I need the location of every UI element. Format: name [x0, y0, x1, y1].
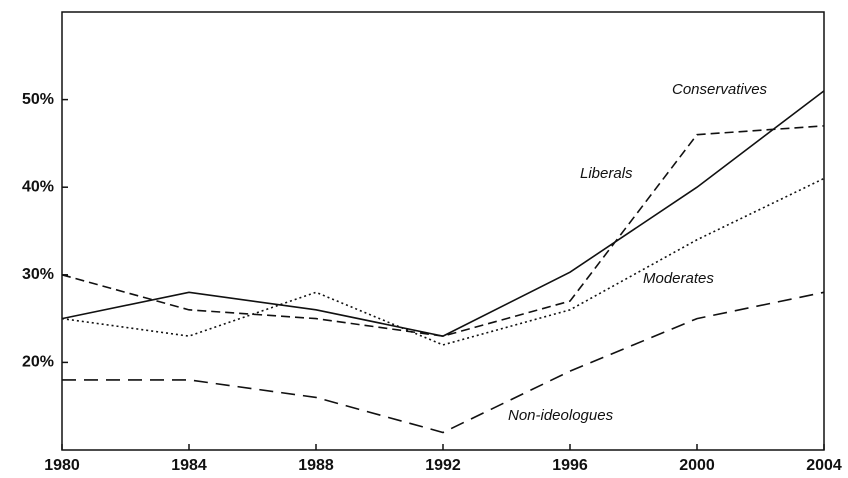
series-label: Moderates — [643, 270, 714, 287]
y-tick-label: 40% — [22, 178, 54, 195]
series-label: Conservatives — [672, 81, 768, 98]
x-tick-label: 1992 — [425, 457, 461, 474]
x-tick-label: 2004 — [806, 457, 842, 474]
series-line — [61, 90, 825, 337]
x-tick-label: 1984 — [171, 457, 207, 474]
y-tick-label: 50% — [22, 91, 54, 108]
plot-frame — [61, 11, 825, 451]
x-tick-label: 1988 — [298, 457, 334, 474]
x-tick-label: 1980 — [44, 457, 80, 474]
x-tick-label: 2000 — [679, 457, 715, 474]
y-tick-label: 20% — [22, 354, 54, 371]
y-tick-label: 30% — [22, 266, 54, 283]
series-line — [61, 177, 825, 346]
x-tick-label: 1996 — [552, 457, 588, 474]
series-label: Non-ideologues — [508, 407, 614, 424]
series-label: Liberals — [580, 165, 633, 182]
series-line — [62, 291, 825, 434]
series-line — [61, 125, 825, 337]
